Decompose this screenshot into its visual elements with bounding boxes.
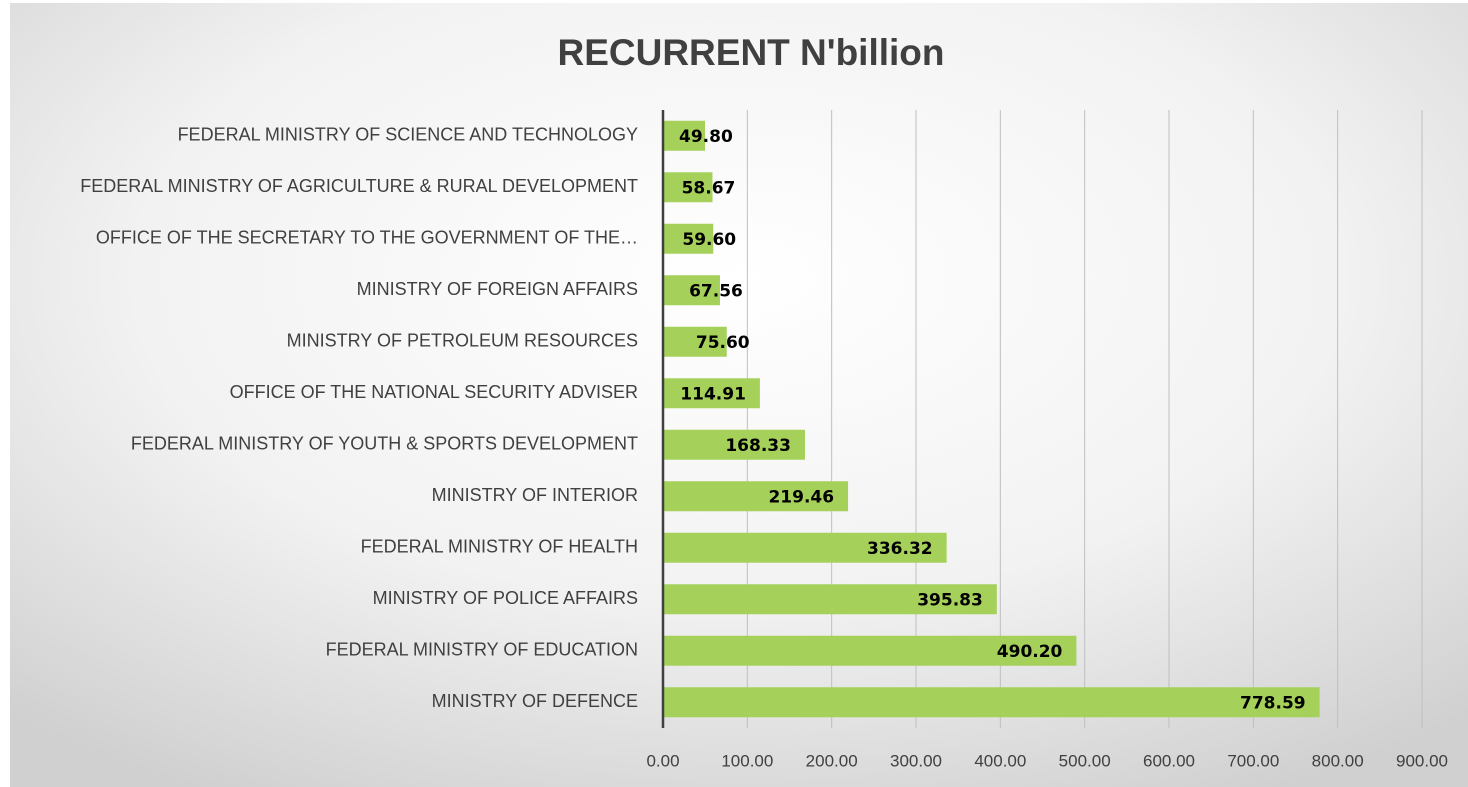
data-label: 395.83 — [917, 590, 983, 610]
data-label: 67.56 — [689, 281, 743, 301]
y-tick-label: FEDERAL MINISTRY OF HEALTH — [361, 537, 638, 557]
x-tick-label: 800.00 — [1312, 751, 1364, 770]
x-tick-label: 300.00 — [890, 751, 942, 770]
x-tick-label: 900.00 — [1396, 751, 1448, 770]
y-tick-label: FEDERAL MINISTRY OF YOUTH & SPORTS DEVEL… — [131, 434, 638, 454]
bar — [663, 223, 714, 254]
bar — [663, 275, 720, 306]
bar — [663, 326, 727, 357]
bar — [663, 378, 760, 409]
y-tick-label: OFFICE OF THE NATIONAL SECURITY ADVISER — [230, 382, 638, 402]
data-label: 59.60 — [682, 230, 736, 250]
y-tick-label: FEDERAL MINISTRY OF SCIENCE AND TECHNOLO… — [178, 125, 638, 145]
x-tick-label: 700.00 — [1227, 751, 1279, 770]
bar — [663, 687, 1320, 718]
y-tick-label: MINISTRY OF DEFENCE — [432, 691, 638, 711]
x-tick-label: 200.00 — [806, 751, 858, 770]
x-tick-label: 400.00 — [974, 751, 1026, 770]
y-tick-label: FEDERAL MINISTRY OF AGRICULTURE & RURAL … — [80, 176, 638, 196]
y-tick-label: MINISTRY OF FOREIGN AFFAIRS — [357, 279, 638, 299]
bar — [663, 481, 849, 512]
data-label: 75.60 — [696, 333, 750, 353]
bar — [663, 172, 713, 203]
y-tick-label: MINISTRY OF INTERIOR — [432, 485, 638, 505]
x-tick-label: 600.00 — [1143, 751, 1195, 770]
bar — [663, 429, 805, 460]
bar — [663, 635, 1077, 666]
data-label: 219.46 — [768, 487, 834, 507]
bar — [663, 120, 705, 151]
x-tick-label: 500.00 — [1059, 751, 1111, 770]
x-tick-label: 0.00 — [646, 751, 679, 770]
bar — [663, 584, 997, 615]
x-tick-label: 100.00 — [721, 751, 773, 770]
y-tick-label: MINISTRY OF PETROLEUM RESOURCES — [287, 331, 638, 351]
data-label: 336.32 — [867, 539, 933, 559]
y-tick-label: OFFICE OF THE SECRETARY TO THE GOVERNMEN… — [96, 228, 638, 248]
data-label: 114.91 — [680, 384, 746, 404]
bar — [663, 532, 947, 563]
data-label: 168.33 — [725, 436, 791, 456]
data-label: 49.80 — [679, 127, 733, 147]
data-label: 58.67 — [682, 178, 736, 198]
y-tick-label: MINISTRY OF POLICE AFFAIRS — [373, 588, 638, 608]
data-label: 778.59 — [1240, 693, 1306, 713]
chart-title: RECURRENT N'billion — [557, 32, 944, 73]
data-label: 490.20 — [997, 642, 1063, 662]
y-tick-label: FEDERAL MINISTRY OF EDUCATION — [326, 640, 638, 660]
